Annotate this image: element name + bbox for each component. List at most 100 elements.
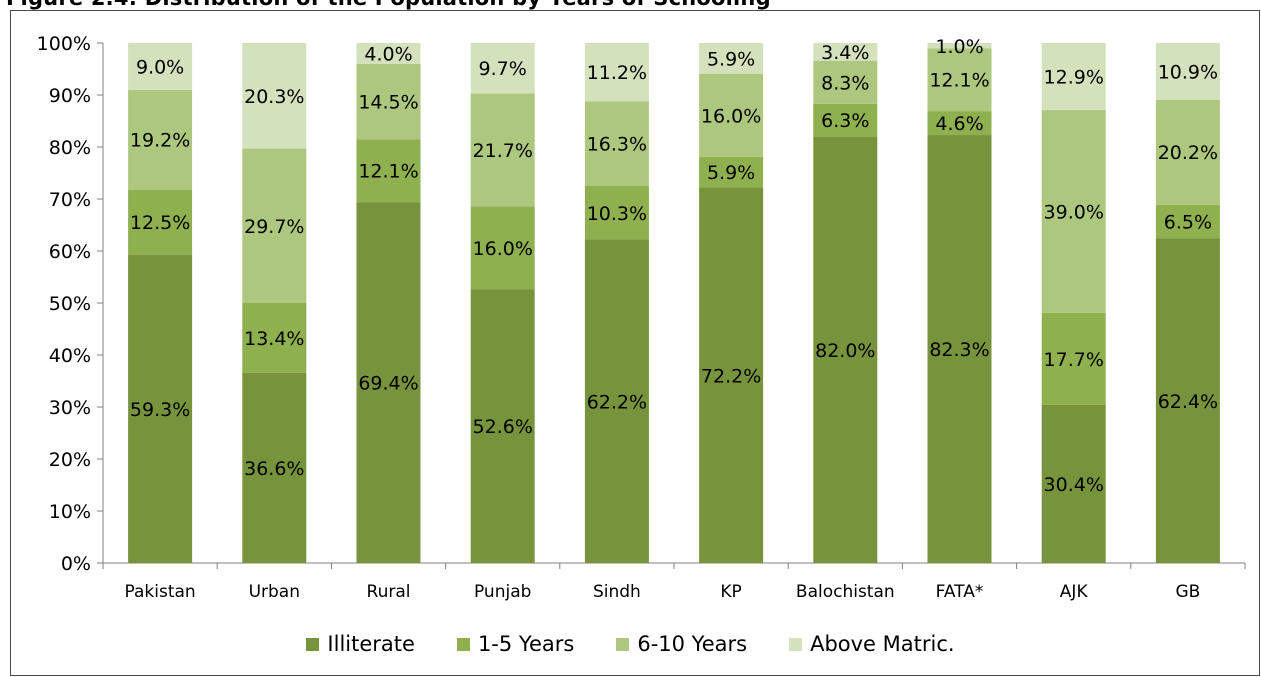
data-label: 5.9% — [707, 48, 755, 70]
data-label: 17.7% — [1044, 349, 1104, 371]
bar-segment — [927, 43, 992, 49]
bar-segment — [927, 135, 992, 564]
data-label: 12.5% — [130, 212, 190, 234]
bar-segment — [699, 73, 764, 157]
data-label: 62.4% — [1158, 391, 1218, 413]
data-label: 59.3% — [130, 399, 190, 421]
data-label: 14.5% — [358, 92, 418, 114]
bar-segment — [242, 148, 307, 303]
bar-segment — [356, 139, 421, 203]
y-tick-label: 50% — [49, 293, 91, 315]
data-label: 12.9% — [1044, 67, 1104, 89]
bar-segment — [1155, 238, 1220, 563]
data-label: 52.6% — [473, 416, 533, 438]
data-label: 6.5% — [1164, 212, 1212, 234]
legend-label: 1-5 Years — [477, 632, 575, 656]
bar-segment — [699, 43, 764, 74]
bar-segment — [699, 156, 764, 188]
x-tick-label: Rural — [367, 582, 411, 602]
legend-label: Above Matric. — [810, 632, 955, 656]
bar-segment — [584, 101, 649, 186]
bar-segment — [128, 89, 193, 190]
y-tick-label: 30% — [49, 397, 91, 419]
data-label: 19.2% — [130, 130, 190, 152]
data-label: 16.0% — [701, 105, 761, 127]
x-tick-label: FATA* — [936, 582, 984, 602]
bar-segment — [699, 187, 764, 563]
data-label: 20.3% — [244, 86, 304, 108]
data-label: 39.0% — [1044, 201, 1104, 223]
y-tick-label: 0% — [61, 553, 91, 575]
bar-segment — [813, 43, 878, 61]
data-label: 6.3% — [821, 110, 869, 132]
data-label: 3.4% — [821, 42, 869, 64]
bar-segment — [813, 60, 878, 104]
data-label: 13.4% — [244, 328, 304, 350]
y-tick-label: 80% — [49, 137, 91, 159]
bar-segment — [128, 189, 193, 255]
data-label: 8.3% — [821, 72, 869, 94]
bar-segment — [813, 136, 878, 563]
y-tick-label: 40% — [49, 345, 91, 367]
data-label: 12.1% — [358, 161, 418, 183]
bar-segment — [1041, 312, 1106, 405]
legend-item: Above Matric. — [789, 632, 955, 656]
data-label: 82.3% — [929, 339, 989, 361]
bar-segment — [242, 303, 307, 373]
data-label: 1.0% — [935, 36, 983, 58]
legend-swatch — [789, 637, 803, 651]
legend-label: Illiterate — [327, 632, 415, 656]
chart-title-region: Figure 2.4: Distribution of the Populati… — [0, 0, 1261, 10]
bar-segment — [356, 202, 421, 563]
y-tick-label: 70% — [49, 189, 91, 211]
bar-segment — [927, 111, 992, 136]
data-label: 11.2% — [587, 62, 647, 84]
bar-segment — [584, 239, 649, 563]
bar-segment — [813, 103, 878, 137]
x-tick-label: GB — [1175, 582, 1200, 602]
bar-segment — [242, 372, 307, 563]
bar-segment — [470, 93, 535, 207]
data-label: 69.4% — [358, 373, 418, 395]
data-label: 9.7% — [479, 58, 527, 80]
data-label: 4.0% — [364, 43, 412, 65]
data-label: 72.2% — [701, 365, 761, 387]
bar-segment — [356, 43, 421, 64]
chart-legend: Illiterate 1-5 Years 6-10 Years Above Matri… — [0, 632, 1261, 656]
legend-swatch — [616, 637, 630, 651]
x-tick-label: Balochistan — [796, 582, 895, 602]
legend-swatch — [306, 637, 320, 651]
data-label: 62.2% — [587, 391, 647, 413]
bar-segment — [470, 289, 535, 563]
data-label: 5.9% — [707, 162, 755, 184]
data-label: 29.7% — [244, 216, 304, 238]
x-tick-label: Sindh — [593, 582, 641, 602]
legend-swatch — [456, 637, 470, 651]
bar-segment — [1155, 43, 1220, 100]
data-label: 10.3% — [587, 203, 647, 225]
legend-item: 6-10 Years — [616, 632, 747, 656]
data-label: 36.6% — [244, 458, 304, 480]
bar-segment — [584, 43, 649, 102]
y-tick-label: 20% — [49, 449, 91, 471]
x-tick-label: AJK — [1060, 582, 1089, 602]
bar-segment — [1155, 204, 1220, 239]
y-tick-label: 60% — [49, 241, 91, 263]
bar-segment — [242, 43, 307, 149]
data-label: 16.3% — [587, 134, 647, 156]
legend-item: 1-5 Years — [456, 632, 575, 656]
x-tick-label: Punjab — [474, 582, 531, 602]
data-label: 30.4% — [1044, 474, 1104, 496]
data-label: 20.2% — [1158, 142, 1218, 164]
legend-label: 6-10 Years — [637, 632, 748, 656]
bar-segment — [927, 48, 992, 112]
data-label: 10.9% — [1158, 61, 1218, 83]
bar-segment — [1041, 110, 1106, 313]
legend-item: Illiterate — [306, 632, 415, 656]
bar-segment — [356, 63, 421, 140]
bar-segment — [1041, 404, 1106, 563]
bar-segment — [470, 206, 535, 290]
y-tick-label: 10% — [49, 501, 91, 523]
data-label: 9.0% — [136, 56, 184, 78]
